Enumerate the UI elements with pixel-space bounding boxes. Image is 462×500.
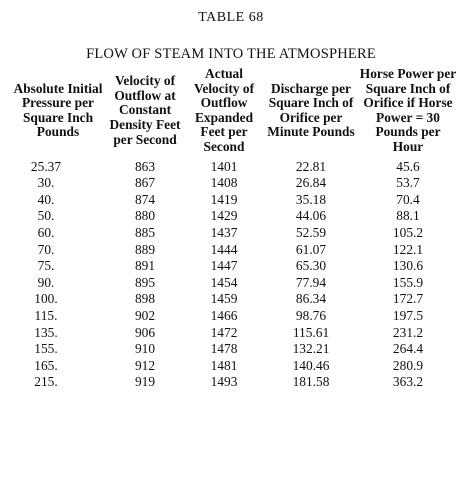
table-title: FLOW OF STEAM INTO THE ATMOSPHERE bbox=[86, 46, 376, 62]
horse-power-cell: 172.7 bbox=[392, 291, 424, 307]
header-velocity-constant-density: Velocity of Outflow at Constant Density … bbox=[109, 73, 181, 147]
discharge-cell: 181.58 bbox=[292, 374, 330, 390]
pressure-cell: 30. bbox=[37, 175, 55, 191]
table-row: 100. 898 1459 86.34 172.7 bbox=[10, 291, 458, 308]
velocity-constant-density-cell: 874 bbox=[134, 191, 156, 207]
header-actual-velocity: Actual Velocity of Outflow Expanded Feet… bbox=[193, 66, 255, 154]
velocity-constant-density-cell: 906 bbox=[134, 324, 156, 340]
velocity-constant-density-cell: 867 bbox=[134, 175, 156, 191]
horse-power-cell: 105.2 bbox=[392, 224, 424, 240]
actual-velocity-cell: 1493 bbox=[210, 374, 238, 390]
pressure-cell: 70. bbox=[37, 241, 55, 257]
velocity-constant-density-cell: 895 bbox=[134, 274, 156, 290]
actual-velocity-cell: 1459 bbox=[210, 291, 238, 307]
discharge-cell: 35.18 bbox=[295, 191, 327, 207]
steam-flow-table: Absolute Initial Pressure per Square Inc… bbox=[10, 66, 458, 391]
pressure-cell: 135. bbox=[34, 324, 58, 340]
pressure-cell: 90. bbox=[37, 274, 55, 290]
horse-power-cell: 231.2 bbox=[392, 324, 424, 340]
velocity-constant-density-cell: 898 bbox=[134, 291, 156, 307]
table-row: 60. 885 1437 52.59 105.2 bbox=[10, 225, 458, 242]
table-row: 70. 889 1444 61.07 122.1 bbox=[10, 242, 458, 259]
actual-velocity-cell: 1472 bbox=[210, 324, 238, 340]
horse-power-cell: 122.1 bbox=[392, 241, 424, 257]
discharge-cell: 77.94 bbox=[295, 274, 327, 290]
actual-velocity-cell: 1481 bbox=[210, 357, 238, 373]
header-row: Absolute Initial Pressure per Square Inc… bbox=[10, 66, 458, 159]
header-discharge: Discharge per Square Inch of Orifice per… bbox=[267, 80, 355, 140]
velocity-constant-density-cell: 912 bbox=[134, 357, 156, 373]
velocity-constant-density-cell: 880 bbox=[134, 208, 156, 224]
pressure-cell: 115. bbox=[34, 307, 58, 323]
discharge-cell: 115.61 bbox=[292, 324, 330, 340]
horse-power-cell: 53.7 bbox=[396, 175, 420, 191]
horse-power-cell: 130.6 bbox=[392, 258, 424, 274]
pressure-cell: 60. bbox=[37, 224, 55, 240]
table-row: 75. 891 1447 65.30 130.6 bbox=[10, 258, 458, 275]
table-body: 25.37 863 1401 22.81 45.6 30. 867 1408 26.84 53.7… bbox=[10, 159, 458, 391]
velocity-constant-density-cell: 891 bbox=[134, 258, 156, 274]
discharge-cell: 44.06 bbox=[295, 208, 327, 224]
pressure-cell: 155. bbox=[34, 341, 58, 357]
header-pressure: Absolute Initial Pressure per Square Inc… bbox=[13, 80, 103, 140]
table-row: 30. 867 1408 26.84 53.7 bbox=[10, 175, 458, 192]
table-number: TABLE 68 bbox=[198, 10, 264, 25]
actual-velocity-cell: 1466 bbox=[210, 307, 238, 323]
actual-velocity-cell: 1454 bbox=[210, 274, 238, 290]
discharge-cell: 26.84 bbox=[295, 175, 327, 191]
horse-power-cell: 264.4 bbox=[392, 341, 424, 357]
table-row: 135. 906 1472 115.61 231.2 bbox=[10, 325, 458, 342]
discharge-cell: 61.07 bbox=[295, 241, 327, 257]
horse-power-cell: 155.9 bbox=[392, 274, 424, 290]
table-row: 40. 874 1419 35.18 70.4 bbox=[10, 192, 458, 209]
horse-power-cell: 197.5 bbox=[392, 307, 424, 323]
velocity-constant-density-cell: 902 bbox=[134, 307, 156, 323]
actual-velocity-cell: 1419 bbox=[210, 191, 238, 207]
discharge-cell: 98.76 bbox=[295, 307, 327, 323]
actual-velocity-cell: 1444 bbox=[210, 241, 238, 257]
pressure-cell: 25.37 bbox=[30, 158, 62, 174]
velocity-constant-density-cell: 910 bbox=[134, 341, 156, 357]
actual-velocity-cell: 1437 bbox=[210, 224, 238, 240]
table-row: 90. 895 1454 77.94 155.9 bbox=[10, 275, 458, 292]
discharge-cell: 22.81 bbox=[295, 158, 327, 174]
discharge-cell: 52.59 bbox=[295, 224, 327, 240]
table-row: 165. 912 1481 140.46 280.9 bbox=[10, 358, 458, 375]
discharge-cell: 132.21 bbox=[292, 341, 330, 357]
horse-power-cell: 88.1 bbox=[396, 208, 420, 224]
velocity-constant-density-cell: 863 bbox=[134, 158, 156, 174]
actual-velocity-cell: 1429 bbox=[210, 208, 238, 224]
pressure-cell: 100. bbox=[34, 291, 58, 307]
velocity-constant-density-cell: 889 bbox=[134, 241, 156, 257]
pressure-cell: 215. bbox=[34, 374, 58, 390]
pressure-cell: 75. bbox=[37, 258, 55, 274]
pressure-cell: 40. bbox=[37, 191, 55, 207]
discharge-cell: 65.30 bbox=[295, 258, 327, 274]
velocity-constant-density-cell: 885 bbox=[134, 224, 156, 240]
table-row: 115. 902 1466 98.76 197.5 bbox=[10, 308, 458, 325]
table-row: 25.37 863 1401 22.81 45.6 bbox=[10, 159, 458, 176]
horse-power-cell: 45.6 bbox=[396, 158, 420, 174]
horse-power-cell: 363.2 bbox=[392, 374, 424, 390]
actual-velocity-cell: 1447 bbox=[210, 258, 238, 274]
horse-power-cell: 70.4 bbox=[396, 191, 420, 207]
discharge-cell: 140.46 bbox=[292, 357, 330, 373]
velocity-constant-density-cell: 919 bbox=[134, 374, 156, 390]
table-row: 50. 880 1429 44.06 88.1 bbox=[10, 208, 458, 225]
actual-velocity-cell: 1401 bbox=[210, 158, 238, 174]
table-row: 215. 919 1493 181.58 363.2 bbox=[10, 374, 458, 391]
pressure-cell: 50. bbox=[37, 208, 55, 224]
table-row: 155. 910 1478 132.21 264.4 bbox=[10, 341, 458, 358]
actual-velocity-cell: 1478 bbox=[210, 341, 238, 357]
discharge-cell: 86.34 bbox=[295, 291, 327, 307]
header-horse-power: Horse Power per Square Inch of Orifice i… bbox=[359, 66, 457, 154]
horse-power-cell: 280.9 bbox=[392, 357, 424, 373]
pressure-cell: 165. bbox=[34, 357, 58, 373]
actual-velocity-cell: 1408 bbox=[210, 175, 238, 191]
